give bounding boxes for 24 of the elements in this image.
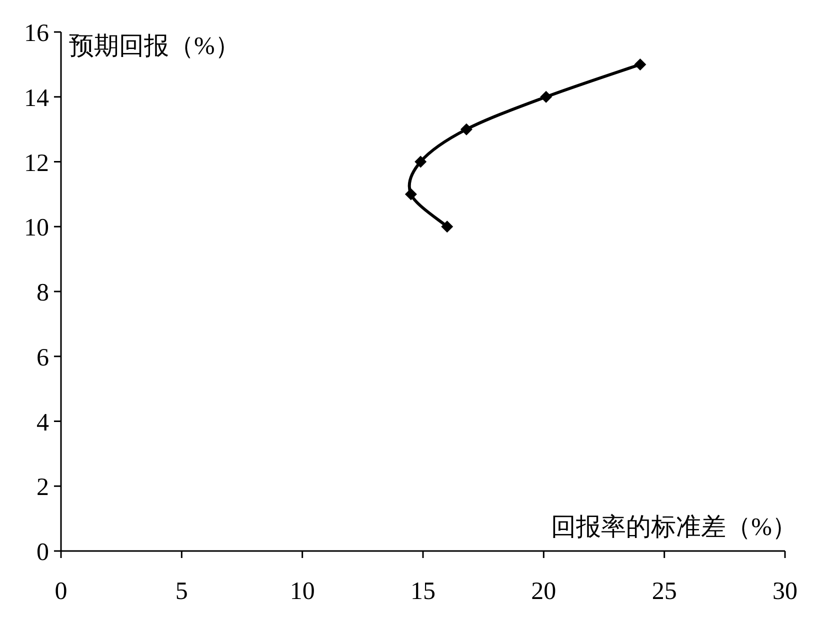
x-tick-label: 0 xyxy=(54,578,68,605)
y-tick-label: 8 xyxy=(36,280,49,306)
y-tick-label: 16 xyxy=(24,20,49,47)
point xyxy=(404,188,417,200)
x-tick-label: 5 xyxy=(175,578,188,605)
x-tick-label: 25 xyxy=(652,578,677,605)
point xyxy=(634,58,646,70)
point xyxy=(414,156,427,168)
y-tick-label: 14 xyxy=(24,84,50,112)
y-tick-label: 2 xyxy=(36,474,49,502)
point xyxy=(460,123,472,136)
x-tick-label: 20 xyxy=(531,578,556,605)
y-axis-title: 预期回报（%） xyxy=(69,33,240,60)
x-tick-label: 15 xyxy=(410,578,436,605)
y-tick-label: 6 xyxy=(36,344,49,372)
x-tick-label: 30 xyxy=(772,578,798,605)
point xyxy=(540,90,552,103)
y-tick-label: 12 xyxy=(24,150,49,177)
x-axis-title: 回报率的标准差（%） xyxy=(551,513,797,541)
y-tick-label: 0 xyxy=(36,539,49,566)
x-tick-label: 10 xyxy=(290,578,315,605)
y-tick-label: 10 xyxy=(24,214,49,242)
point xyxy=(441,220,454,233)
y-tick-label: 4 xyxy=(36,409,50,436)
